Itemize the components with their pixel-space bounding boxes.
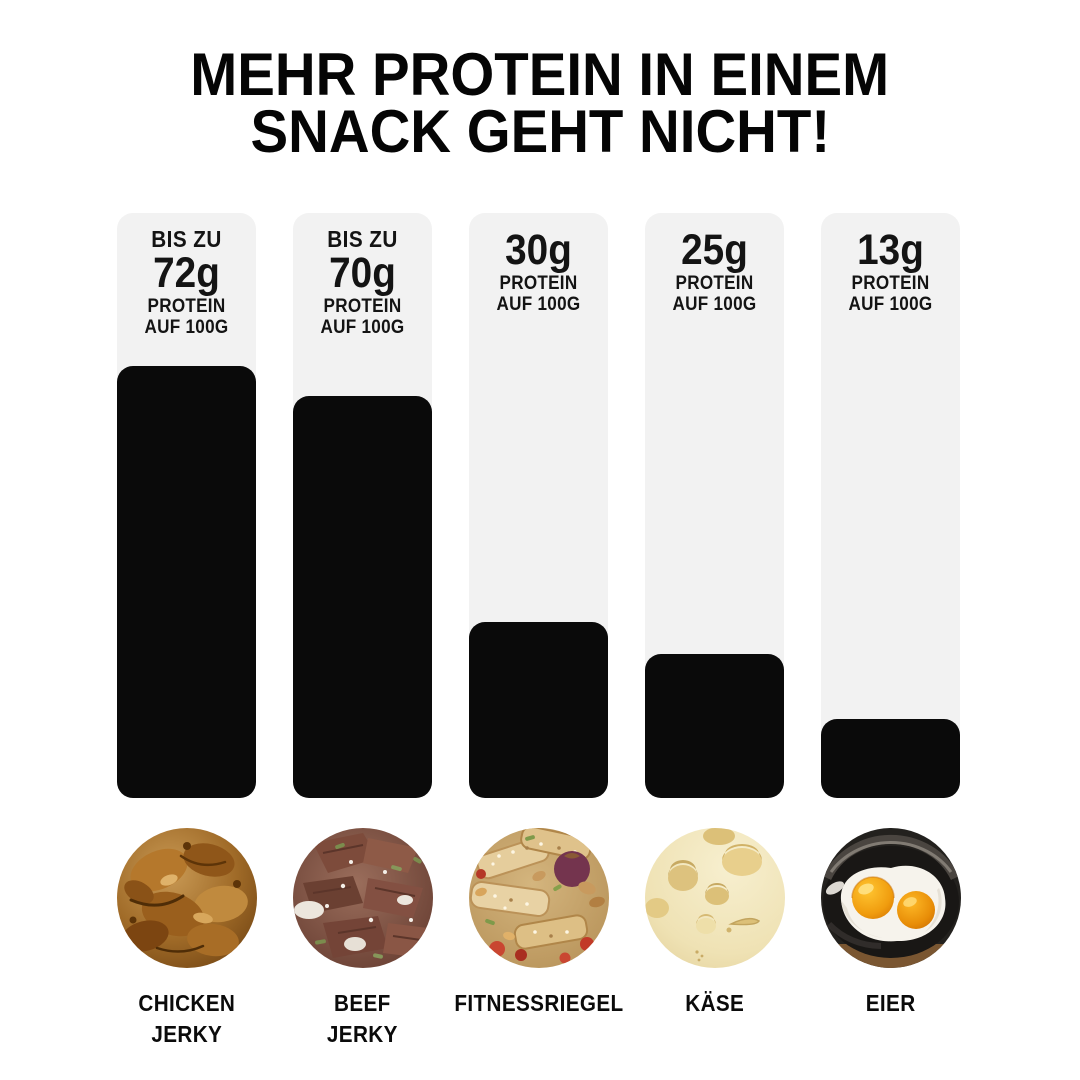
amount-value: 70g bbox=[329, 249, 396, 297]
chart-column-chicken-jerky: BIS ZU 72g PROTEIN AUF 100G bbox=[116, 213, 257, 1050]
column-label-line1: CHICKEN bbox=[138, 990, 235, 1016]
page-title-line2: SNACK GEHT NICHT! bbox=[250, 98, 830, 165]
amount-sub2: AUF 100G bbox=[496, 294, 581, 315]
column-label: KÄSE bbox=[685, 988, 744, 1019]
column-label-line2: JERKY bbox=[151, 1021, 222, 1047]
chart-column-eier: 13g PROTEIN AUF 100G bbox=[820, 213, 961, 1050]
bar-track: BIS ZU 70g PROTEIN AUF 100G bbox=[293, 213, 432, 798]
column-label: CHICKEN JERKY bbox=[138, 988, 235, 1050]
column-label-line1: EIER bbox=[865, 990, 916, 1016]
amount-sub1: PROTEIN bbox=[323, 296, 402, 317]
amount-prefix: BIS ZU bbox=[327, 226, 398, 252]
amount-sub1: PROTEIN bbox=[851, 273, 930, 294]
bar-fitnessriegel bbox=[469, 622, 608, 798]
amount-sub2: AUF 100G bbox=[320, 317, 405, 338]
chart-column-fitnessriegel: 30g PROTEIN AUF 100G bbox=[454, 213, 623, 1050]
chart-column-kaese: 25g PROTEIN AUF 100G bbox=[644, 213, 785, 1050]
bar-track: BIS ZU 72g PROTEIN AUF 100G bbox=[117, 213, 256, 798]
column-label: BEEF JERKY bbox=[327, 988, 398, 1050]
beef-jerky-photo bbox=[292, 828, 433, 968]
amount-sub2: AUF 100G bbox=[672, 294, 757, 315]
amount-sub2: AUF 100G bbox=[144, 317, 229, 338]
amount-value: 25g bbox=[681, 226, 748, 274]
page-title-line1: MEHR PROTEIN IN EINEM bbox=[190, 41, 890, 108]
protein-bar-chart: BIS ZU 72g PROTEIN AUF 100G bbox=[116, 213, 961, 1050]
amount-sub1: PROTEIN bbox=[147, 296, 226, 317]
bar-kaese bbox=[645, 654, 784, 798]
fitnessriegel-photo bbox=[468, 828, 609, 968]
bar-chicken-jerky bbox=[117, 366, 256, 798]
column-label: EIER bbox=[866, 988, 916, 1019]
kaese-photo bbox=[644, 828, 785, 968]
chicken-jerky-photo bbox=[116, 828, 257, 968]
amount-sub1: PROTEIN bbox=[675, 273, 754, 294]
column-label-line2: JERKY bbox=[327, 1021, 398, 1047]
column-label-line1: FITNESSRIEGEL bbox=[453, 990, 624, 1016]
column-header: 13g PROTEIN AUF 100G bbox=[828, 213, 953, 316]
amount-sub1: PROTEIN bbox=[499, 273, 578, 294]
column-label-line1: KÄSE bbox=[685, 990, 744, 1016]
column-label: FITNESSRIEGEL bbox=[454, 988, 623, 1019]
page-title: MEHR PROTEIN IN EINEM SNACK GEHT NICHT! bbox=[0, 41, 1080, 165]
chart-column-beef-jerky: BIS ZU 70g PROTEIN AUF 100G bbox=[292, 213, 433, 1050]
column-label-line1: BEEF bbox=[334, 990, 391, 1016]
column-header: 30g PROTEIN AUF 100G bbox=[476, 213, 601, 316]
bar-track: 25g PROTEIN AUF 100G bbox=[645, 213, 784, 798]
bar-beef-jerky bbox=[293, 396, 432, 798]
amount-value: 30g bbox=[505, 226, 572, 274]
column-header: BIS ZU 72g PROTEIN AUF 100G bbox=[124, 213, 249, 339]
amount-value: 13g bbox=[857, 226, 924, 274]
bar-track: 30g PROTEIN AUF 100G bbox=[469, 213, 608, 798]
eier-photo bbox=[820, 828, 961, 968]
bar-eier bbox=[821, 719, 960, 798]
amount-value: 72g bbox=[153, 249, 220, 297]
amount-sub2: AUF 100G bbox=[848, 294, 933, 315]
amount-prefix: BIS ZU bbox=[151, 226, 222, 252]
column-header: 25g PROTEIN AUF 100G bbox=[652, 213, 777, 316]
bar-track: 13g PROTEIN AUF 100G bbox=[821, 213, 960, 798]
column-header: BIS ZU 70g PROTEIN AUF 100G bbox=[300, 213, 425, 339]
